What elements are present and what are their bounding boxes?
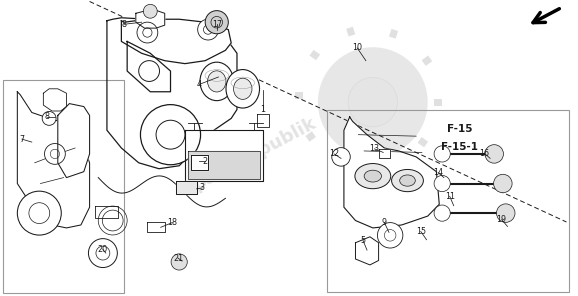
Text: 8: 8 [122, 20, 127, 29]
Circle shape [45, 144, 65, 164]
Bar [327, 110, 569, 292]
Text: 16: 16 [479, 149, 490, 158]
Circle shape [348, 78, 398, 127]
Polygon shape [188, 151, 260, 179]
Ellipse shape [234, 78, 252, 99]
Bar [417, 137, 428, 147]
Bar [389, 29, 398, 39]
Polygon shape [17, 92, 90, 228]
Text: 14: 14 [433, 168, 443, 177]
Circle shape [88, 239, 117, 268]
Ellipse shape [392, 169, 423, 192]
Ellipse shape [364, 170, 381, 182]
Text: 7: 7 [20, 135, 24, 144]
Circle shape [42, 112, 56, 125]
Polygon shape [107, 18, 237, 169]
Polygon shape [191, 155, 208, 170]
Circle shape [377, 223, 403, 248]
Text: 21: 21 [173, 254, 183, 263]
Text: F-15: F-15 [447, 124, 472, 134]
Bar [434, 99, 442, 106]
Circle shape [494, 174, 512, 193]
Ellipse shape [355, 163, 391, 189]
Polygon shape [95, 206, 118, 218]
Text: 4: 4 [197, 80, 202, 89]
Polygon shape [58, 104, 90, 178]
Circle shape [198, 19, 218, 40]
Text: 11: 11 [444, 192, 455, 201]
Circle shape [205, 11, 228, 34]
Polygon shape [127, 41, 171, 92]
Ellipse shape [200, 62, 234, 101]
Bar [295, 92, 303, 99]
Circle shape [434, 176, 450, 192]
Bar [421, 56, 432, 66]
Text: 19: 19 [497, 215, 507, 224]
Circle shape [434, 205, 450, 221]
Text: F-15-1: F-15-1 [441, 141, 478, 152]
Bar [339, 159, 349, 168]
Circle shape [143, 4, 157, 18]
Circle shape [171, 254, 187, 270]
Circle shape [137, 22, 158, 43]
Polygon shape [379, 149, 390, 158]
Ellipse shape [399, 175, 415, 186]
Text: 9: 9 [382, 218, 387, 227]
Polygon shape [185, 130, 263, 181]
Text: 10: 10 [352, 44, 362, 52]
Circle shape [318, 47, 428, 157]
Text: 5: 5 [361, 236, 365, 245]
Text: 12: 12 [329, 149, 339, 158]
Polygon shape [136, 10, 165, 28]
Circle shape [485, 145, 503, 163]
Circle shape [140, 104, 201, 165]
Bar [382, 161, 391, 170]
Polygon shape [355, 237, 379, 265]
Ellipse shape [226, 70, 260, 108]
Text: 18: 18 [167, 218, 177, 227]
Text: partsrepublik: partsrepublik [190, 114, 319, 194]
Bar [305, 131, 316, 142]
Polygon shape [176, 181, 197, 194]
Circle shape [17, 191, 61, 235]
Polygon shape [43, 89, 66, 111]
Circle shape [497, 204, 515, 222]
Circle shape [434, 146, 450, 162]
Text: 1: 1 [261, 105, 265, 114]
Text: 3: 3 [200, 184, 205, 192]
Text: 13: 13 [369, 144, 380, 153]
Text: 20: 20 [98, 245, 108, 254]
Polygon shape [147, 222, 165, 232]
Text: 15: 15 [416, 227, 426, 236]
Bar [3, 80, 124, 293]
Ellipse shape [208, 71, 226, 92]
Polygon shape [344, 117, 439, 228]
Text: 2: 2 [203, 157, 208, 166]
Text: 17: 17 [212, 20, 222, 29]
Text: 8: 8 [45, 112, 50, 121]
Circle shape [332, 148, 350, 166]
Polygon shape [121, 19, 231, 64]
Bar [346, 27, 355, 36]
Bar [309, 50, 320, 60]
